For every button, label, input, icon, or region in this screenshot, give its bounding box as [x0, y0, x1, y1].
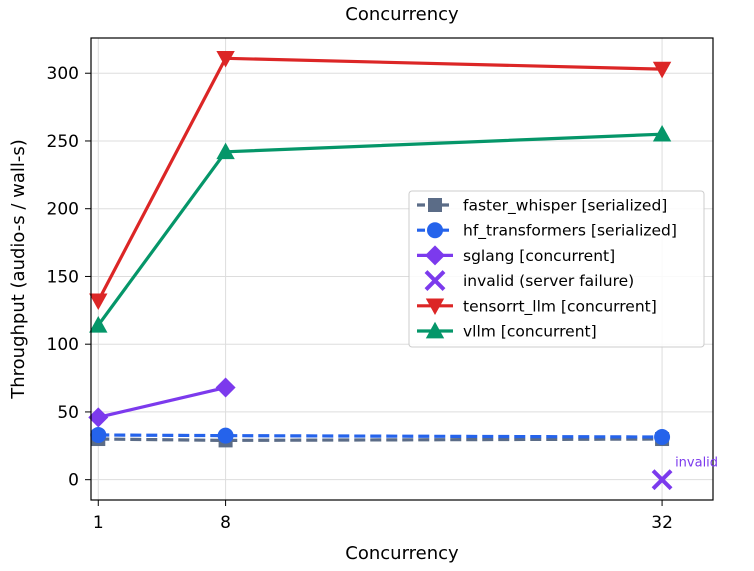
series-tensorrt-llm	[89, 50, 672, 311]
data-point	[89, 293, 108, 311]
legend: faster_whisper [serialized] hf_transforme…	[408, 190, 705, 348]
series-line	[97, 385, 226, 419]
series-vllm	[89, 124, 672, 333]
data-point	[651, 469, 673, 491]
x-axis-title: Concurrency	[345, 543, 459, 564]
data-point	[89, 316, 108, 333]
legend-label: faster_whisper [serialized]	[463, 197, 667, 216]
y-tick-label: 300	[47, 64, 79, 84]
y-tick-label: 100	[47, 335, 79, 355]
y-tick-label: 0	[68, 471, 79, 491]
series-faster-whisper	[91, 432, 670, 448]
legend-marker	[428, 198, 442, 212]
y-axis-title: Throughput (audio-s / wall-s)	[8, 139, 29, 400]
y-tick-label: 150	[47, 267, 79, 287]
ticks: 1 8 32 0 50 100 150 200 250 300	[47, 64, 673, 533]
legend-item: tensorrt_llm [concurrent]	[417, 297, 657, 316]
legend-marker	[425, 245, 445, 266]
legend-frame	[408, 190, 705, 348]
data-point	[88, 407, 109, 428]
series-hf-transformers	[90, 426, 671, 445]
series-invalid	[651, 469, 673, 491]
annotations: invalid	[675, 456, 718, 471]
legend-marker	[425, 321, 445, 339]
legend-item: sglang [concurrent]	[417, 245, 615, 266]
data-point	[216, 50, 235, 68]
legend-item: invalid (server failure)	[424, 270, 634, 292]
y-tick-label: 200	[47, 200, 79, 220]
x-tick-label: 1	[93, 513, 104, 533]
y-tick-label: 250	[47, 132, 79, 152]
data-point	[652, 61, 672, 79]
series-layer	[88, 50, 673, 491]
legend-item: vllm [concurrent]	[417, 321, 597, 341]
legend-label: tensorrt_llm [concurrent]	[463, 297, 657, 316]
y-tick-label: 50	[57, 403, 79, 423]
data-point	[216, 142, 235, 160]
data-point	[215, 377, 236, 398]
legend-label: invalid (server failure)	[463, 272, 634, 290]
legend-marker	[427, 222, 443, 239]
legend-marker	[425, 298, 445, 315]
series-line	[98, 437, 663, 442]
plot-frame	[90, 37, 714, 501]
data-point	[652, 124, 672, 142]
legend-label: sglang [concurrent]	[463, 247, 615, 265]
legend-label: vllm [concurrent]	[463, 323, 597, 341]
series-sglang	[88, 377, 236, 428]
legend-label: hf_transformers [serialized]	[463, 222, 677, 241]
data-point	[217, 427, 234, 444]
grid	[91, 38, 713, 500]
legend-marker	[424, 270, 446, 292]
series-line	[98, 433, 663, 439]
x-tick-label: 32	[651, 513, 673, 533]
chart-title: Concurrency	[345, 4, 459, 25]
x-tick-label: 8	[220, 513, 231, 533]
legend-item: faster_whisper [serialized]	[417, 197, 667, 216]
data-point	[654, 429, 671, 445]
annotation-label: invalid	[675, 456, 718, 471]
legend-item: hf_transformers [serialized]	[417, 222, 677, 241]
data-point	[90, 426, 107, 443]
